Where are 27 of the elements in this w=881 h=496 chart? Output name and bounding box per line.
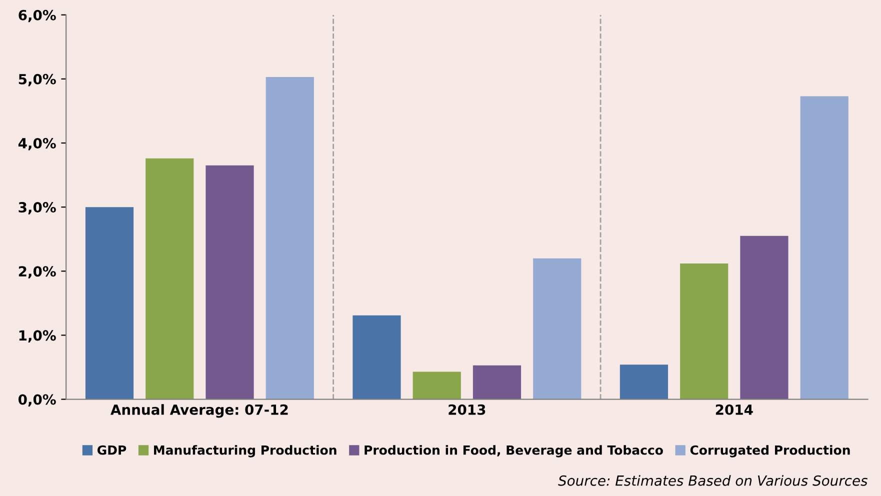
bar [352, 315, 401, 400]
y-tick-label: 6,0% [18, 10, 56, 22]
bar [85, 207, 134, 400]
legend-label: Production in Food, Beverage and Tobacco [364, 445, 663, 458]
x-tick-label: Annual Average: 07-12 [110, 404, 288, 418]
x-tick-label: 2013 [448, 404, 486, 415]
y-tick-label: 3,0% [18, 202, 56, 214]
bar [533, 258, 582, 400]
bar [206, 165, 254, 400]
bar [620, 364, 668, 400]
y-tick-label: 2,0% [18, 266, 56, 278]
y-tick-label: 1,0% [19, 330, 56, 342]
source-note: Source: Estimates Based on Various Sources [558, 475, 868, 486]
legend-label: GDP [97, 445, 126, 455]
bar [740, 236, 788, 400]
bar [472, 365, 522, 400]
bar [146, 158, 194, 400]
legend-label: Manufacturing Production [154, 445, 336, 458]
bar [800, 96, 848, 400]
legend-label: Corrugated Production [690, 445, 850, 458]
y-tick-label: 0,0% [18, 394, 56, 407]
bar [412, 372, 461, 400]
bar [266, 77, 314, 400]
bar [680, 263, 728, 400]
x-tick-label: 2014 [716, 404, 753, 415]
y-tick-label: 4,0% [18, 138, 56, 150]
y-tick-label: 5,0% [18, 74, 56, 86]
